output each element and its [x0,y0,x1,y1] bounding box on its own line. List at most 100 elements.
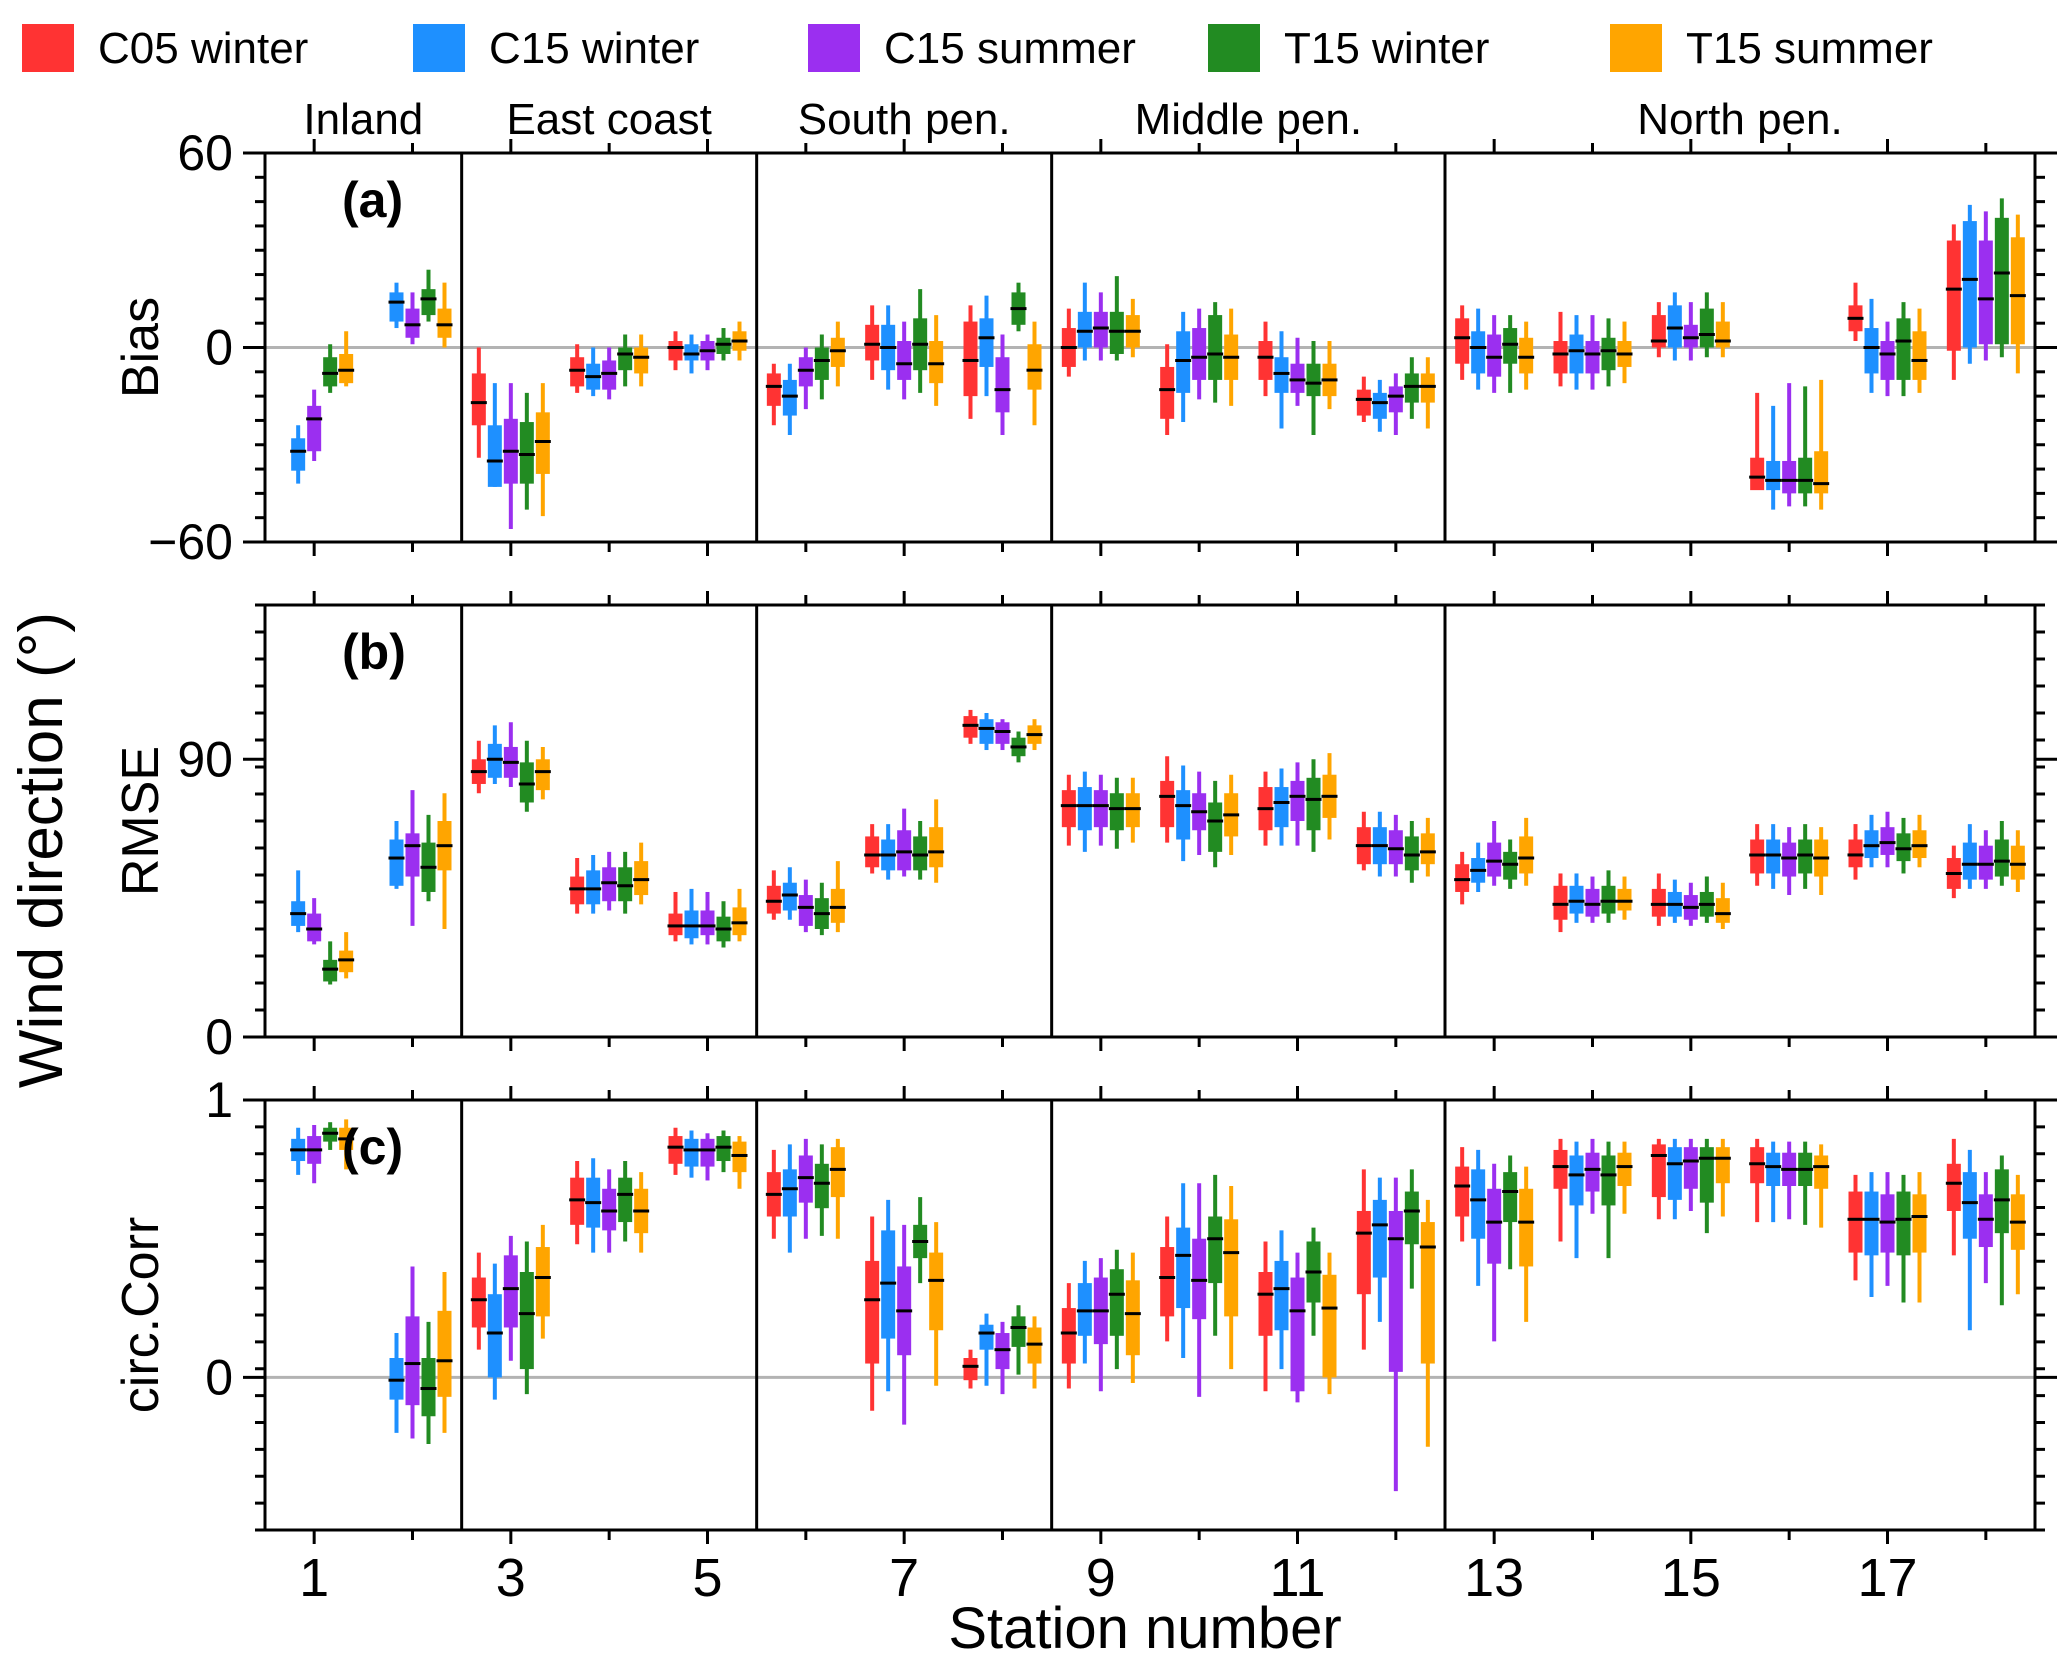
iqr-box [618,1177,633,1223]
iqr-box [684,910,699,939]
iqr-box [963,321,978,397]
panel-label: (b) [342,624,406,680]
box-s8-series5 [1026,1316,1043,1389]
iqr-box [535,412,550,474]
iqr-box [1585,1152,1600,1192]
iqr-box [1715,321,1730,348]
box-s5-series5 [731,888,748,942]
iqr-box [535,1247,550,1317]
iqr-box [1766,1152,1781,1186]
box-s12-series4 [1403,357,1420,419]
box-s3-series2 [486,383,503,487]
iqr-box [865,1260,880,1364]
iqr-box [1258,341,1273,380]
box-s18-series5 [2009,1174,2026,1295]
box-s6-series5 [829,861,846,933]
box-s1-series5 [338,331,355,387]
box-s18-series3 [1977,830,1994,889]
box-s12-series1 [1355,1169,1372,1350]
box-s18-series4 [1993,198,2010,358]
box-s3-series4 [518,1241,535,1395]
iqr-box [1683,1147,1698,1189]
box-s8-series4 [1010,282,1027,332]
iqr-box [1176,1227,1191,1309]
iqr-box [1766,460,1781,491]
box-s9-series2 [1076,282,1093,361]
box-s13-series3 [1486,1163,1503,1342]
iqr-box [1667,1147,1682,1200]
iqr-box [1109,793,1124,831]
iqr-box [1699,1147,1714,1203]
iqr-box [1404,836,1419,871]
box-s12-series5 [1419,817,1436,877]
legend-swatch [808,24,860,72]
iqr-box [1651,888,1666,917]
box-s6-series4 [813,334,830,400]
iqr-box [1176,331,1191,393]
iqr-box [1750,457,1765,491]
box-s12-series1 [1355,811,1372,871]
iqr-box [405,1316,420,1406]
iqr-box [684,1138,699,1167]
box-s14-series5 [1616,321,1633,384]
box-s10-series5 [1223,1186,1240,1370]
region-label: South pen. [798,95,1011,144]
box-s12-series4 [1403,821,1420,883]
iqr-box [618,867,633,902]
box-s1-series5 [338,1119,355,1170]
box-s1-series2 [290,870,307,933]
iqr-box [830,888,845,923]
box-s8-series2 [978,1313,995,1386]
box-s3-series3 [502,1235,519,1361]
box-s11-series4 [1305,759,1322,852]
iqr-box [1455,1166,1470,1217]
box-s5-series1 [667,1127,684,1175]
iqr-box [1192,328,1207,380]
box-s5-series3 [699,334,716,371]
box-s2-series4 [420,269,437,322]
iqr-box [291,438,306,471]
iqr-box [487,425,502,487]
box-s1-series2 [290,425,307,484]
box-s10-series3 [1191,308,1208,400]
box-s15-series4 [1698,876,1715,923]
box-s13-series5 [1518,817,1535,886]
box-s8-series3 [994,1321,1011,1395]
iqr-box [1994,217,2009,345]
box-s15-series2 [1666,292,1683,361]
iqr-box [1061,790,1076,828]
iqr-box [487,743,502,778]
box-s8-series3 [994,334,1011,436]
y-tick-label: 1 [205,1072,233,1128]
box-s14-series3 [1584,315,1601,390]
box-s7-series5 [928,315,945,406]
region-label: North pen. [1637,95,1842,144]
box-s16-series2 [1765,824,1782,889]
iqr-box [1125,793,1140,828]
iqr-box [995,722,1010,744]
box-s11-series1 [1257,321,1274,397]
box-s5-series3 [699,891,716,945]
box-s7-series4 [912,1197,929,1284]
box-s14-series4 [1600,1141,1617,1259]
box-s10-series3 [1191,771,1208,855]
panel-label: (a) [342,172,403,228]
iqr-box [979,318,994,367]
panel-frame [263,603,2037,1039]
iqr-box [1798,839,1813,874]
box-s11-series3 [1289,1252,1306,1403]
iqr-box [716,337,731,354]
iqr-box [519,762,534,803]
box-s14-series1 [1552,873,1569,933]
iqr-box [1290,780,1305,821]
iqr-box [1912,1194,1927,1253]
box-s6-series1 [765,1149,782,1239]
x-tick-label: 7 [889,1548,919,1608]
box-s15-series1 [1650,873,1667,926]
box-s15-series3 [1682,302,1699,361]
iqr-box [766,885,781,914]
iqr-box [1224,1219,1239,1317]
box-s7-series1 [864,1216,881,1411]
box-s13-series4 [1502,1155,1519,1270]
box-s3-series2 [486,1263,503,1400]
